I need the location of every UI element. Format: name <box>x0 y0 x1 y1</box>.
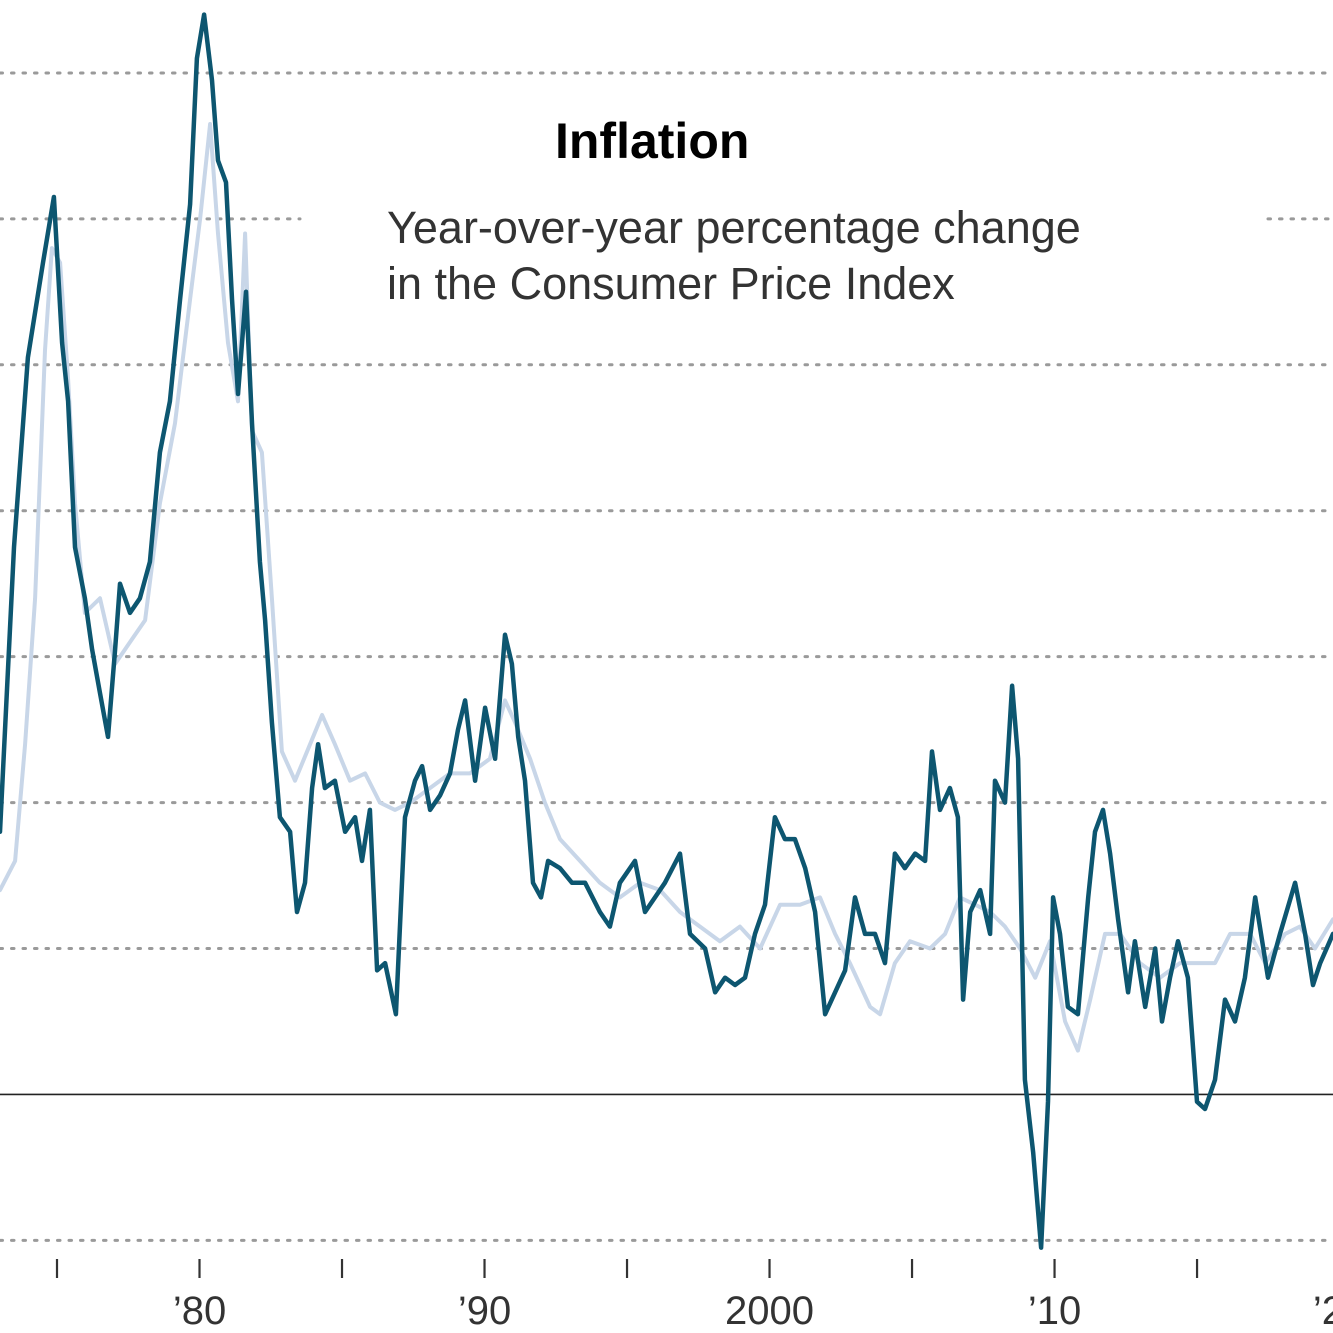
chart-subtitle-line-1: Year-over-year percentage change <box>387 202 1081 253</box>
gridlines <box>0 71 1333 1242</box>
x-tick-label: ’10 <box>1028 1289 1081 1333</box>
chart-title: Inflation <box>555 113 749 169</box>
x-tick-label: ’20 <box>1313 1289 1333 1333</box>
x-tick-label: ’90 <box>458 1289 511 1333</box>
series-line-1 <box>0 12 1333 1250</box>
x-tick-label: ’80 <box>173 1289 226 1333</box>
x-tick-label: 2000 <box>725 1289 814 1333</box>
series-line-0 <box>0 122 1333 1053</box>
x-axis: ’80 ’90 2000 ’10 ’20 <box>55 1259 1333 1333</box>
chart-subtitle-line-2: in the Consumer Price Index <box>387 258 955 309</box>
series-lines <box>0 12 1333 1250</box>
